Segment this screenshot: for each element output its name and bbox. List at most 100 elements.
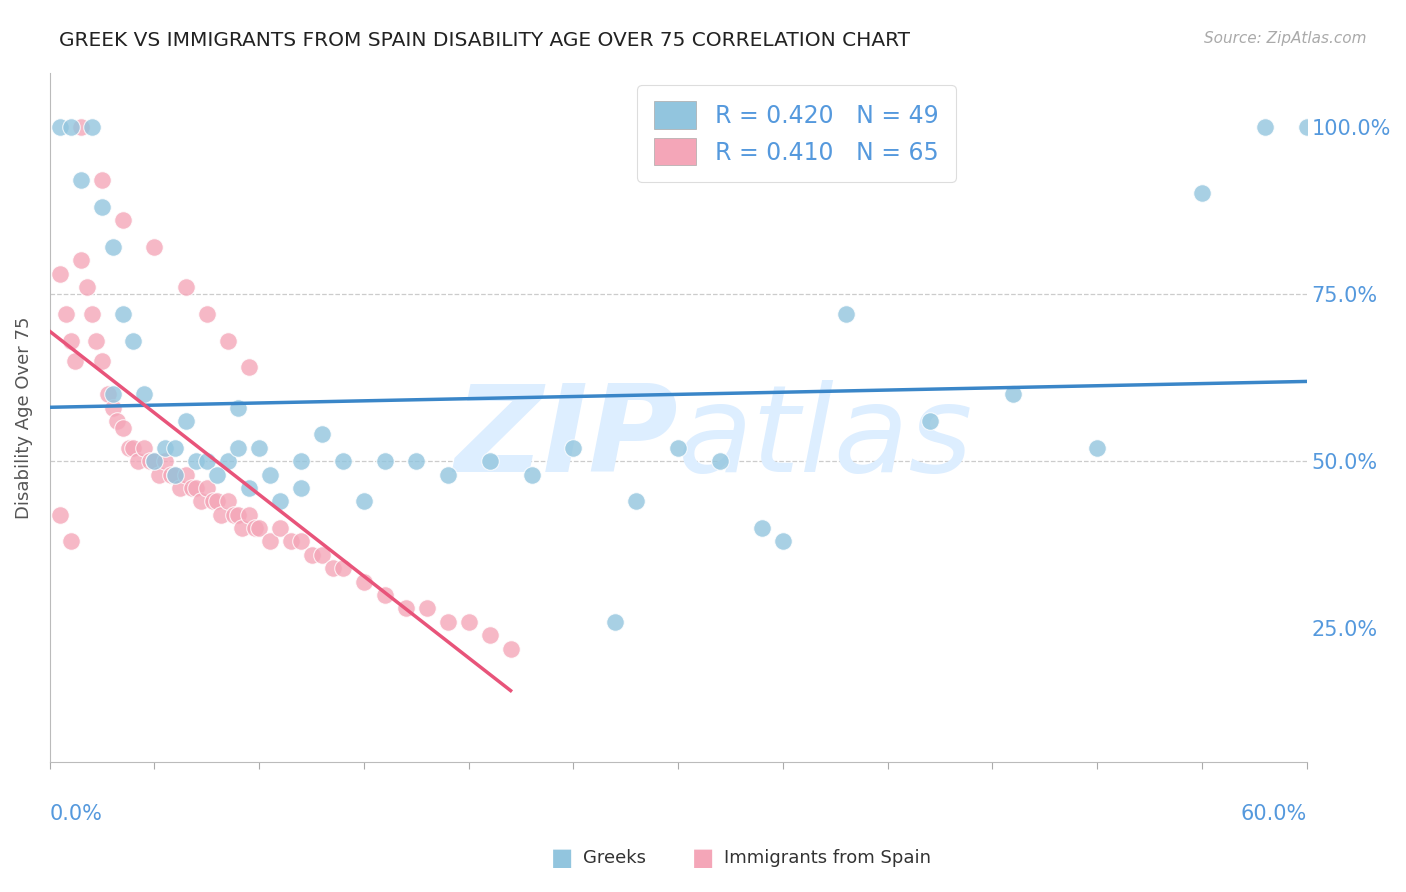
Point: [751, 521, 773, 535]
Point: [195, 307, 218, 321]
Point: [160, 467, 183, 482]
Point: [562, 441, 585, 455]
Point: [243, 521, 266, 535]
Point: [190, 494, 212, 508]
Point: [207, 494, 229, 508]
Point: [186, 481, 208, 495]
Point: [55, 307, 77, 321]
Point: [143, 240, 166, 254]
Point: [311, 548, 333, 562]
Point: [207, 467, 229, 482]
Point: [436, 467, 458, 482]
Point: [666, 441, 689, 455]
Point: [332, 561, 354, 575]
Point: [374, 588, 396, 602]
Point: [772, 534, 794, 549]
Point: [70, 120, 93, 134]
Point: [80, 120, 103, 134]
Point: [520, 467, 543, 482]
Point: [80, 307, 103, 321]
Point: [49, 267, 72, 281]
Point: [101, 240, 124, 254]
Point: [259, 534, 281, 549]
Point: [101, 387, 124, 401]
Point: [76, 280, 98, 294]
Point: [217, 334, 239, 348]
Text: Immigrants from Spain: Immigrants from Spain: [724, 849, 931, 867]
Point: [353, 494, 375, 508]
Point: [1295, 120, 1317, 134]
Point: [416, 601, 439, 615]
Point: [165, 467, 187, 482]
Point: [311, 427, 333, 442]
Point: [59, 334, 82, 348]
Point: [290, 454, 312, 468]
Text: ■: ■: [551, 847, 574, 870]
Point: [49, 508, 72, 522]
Point: [59, 534, 82, 549]
Point: [139, 454, 162, 468]
Point: [174, 414, 197, 428]
Point: [97, 387, 120, 401]
Text: Source: ZipAtlas.com: Source: ZipAtlas.com: [1204, 31, 1367, 46]
Point: [290, 534, 312, 549]
Point: [321, 561, 343, 575]
Point: [70, 173, 93, 187]
Point: [226, 508, 249, 522]
Point: [132, 441, 155, 455]
Point: [269, 521, 291, 535]
Point: [301, 548, 323, 562]
Point: [353, 574, 375, 589]
Point: [148, 467, 170, 482]
Point: [457, 615, 479, 629]
Point: [211, 508, 233, 522]
Point: [231, 521, 253, 535]
Text: GREEK VS IMMIGRANTS FROM SPAIN DISABILITY AGE OVER 75 CORRELATION CHART: GREEK VS IMMIGRANTS FROM SPAIN DISABILIT…: [59, 31, 910, 50]
Point: [59, 120, 82, 134]
Point: [247, 441, 270, 455]
Point: [436, 615, 458, 629]
Legend: R = 0.420   N = 49, R = 0.410   N = 65: R = 0.420 N = 49, R = 0.410 N = 65: [637, 85, 956, 182]
Point: [143, 454, 166, 468]
Point: [122, 334, 145, 348]
Point: [174, 280, 197, 294]
Point: [217, 454, 239, 468]
Point: [1085, 441, 1108, 455]
Point: [395, 601, 418, 615]
Point: [217, 494, 239, 508]
Point: [153, 441, 176, 455]
Point: [195, 481, 218, 495]
Point: [111, 420, 134, 434]
Point: [238, 508, 260, 522]
Point: [186, 454, 208, 468]
Point: [405, 454, 427, 468]
Point: [226, 401, 249, 415]
Point: [499, 641, 522, 656]
Point: [70, 253, 93, 268]
Point: [118, 441, 141, 455]
Point: [181, 481, 204, 495]
Text: 0.0%: 0.0%: [49, 804, 103, 823]
Point: [918, 414, 941, 428]
Point: [49, 120, 72, 134]
Point: [132, 387, 155, 401]
Point: [1191, 186, 1213, 201]
Text: atlas: atlas: [678, 380, 973, 497]
Point: [169, 481, 191, 495]
Point: [238, 360, 260, 375]
Point: [195, 454, 218, 468]
Point: [84, 334, 107, 348]
Point: [174, 467, 197, 482]
Point: [238, 481, 260, 495]
Point: [153, 454, 176, 468]
Text: ZIP: ZIP: [454, 380, 678, 497]
Point: [127, 454, 149, 468]
Text: ■: ■: [692, 847, 714, 870]
Point: [247, 521, 270, 535]
Y-axis label: Disability Age Over 75: Disability Age Over 75: [15, 317, 32, 519]
Point: [101, 401, 124, 415]
Point: [626, 494, 648, 508]
Point: [63, 353, 86, 368]
Point: [259, 467, 281, 482]
Point: [165, 467, 187, 482]
